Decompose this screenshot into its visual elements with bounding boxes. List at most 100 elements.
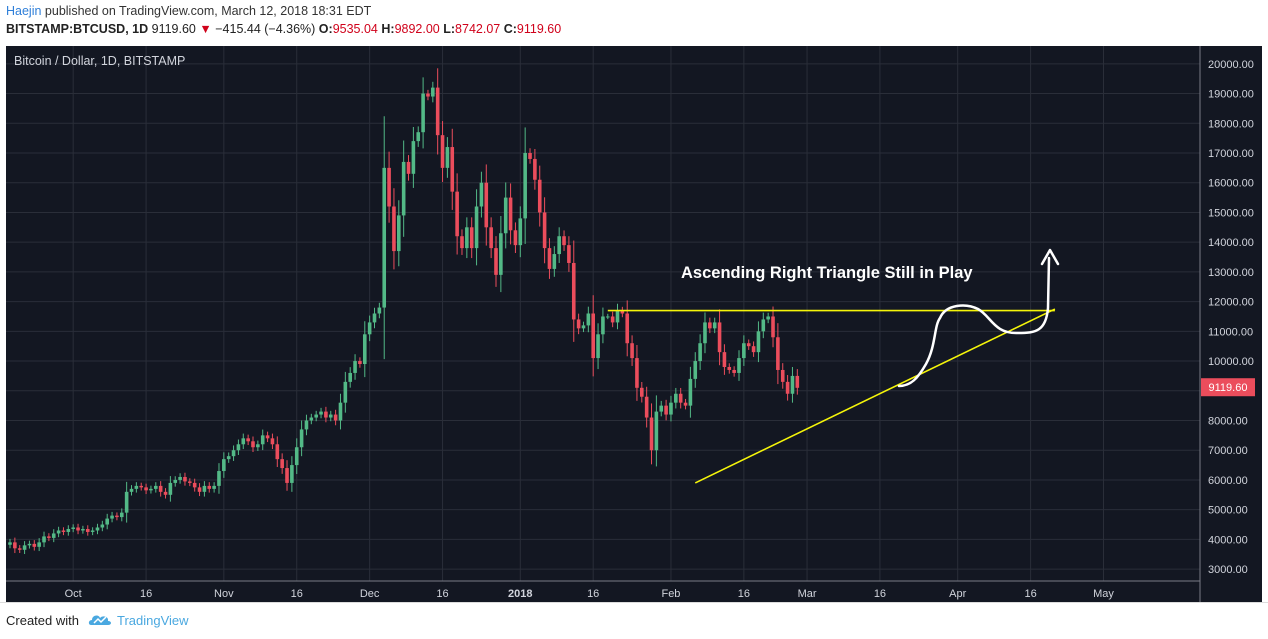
x-tick-label: May xyxy=(1093,588,1114,600)
candle-body xyxy=(265,435,270,439)
candle-body xyxy=(411,141,416,174)
author-link[interactable]: Haejin xyxy=(6,4,42,18)
candle-body xyxy=(630,343,634,359)
candle-body xyxy=(290,465,294,483)
arrow-up-icon xyxy=(1040,248,1060,266)
candle-body xyxy=(324,411,328,418)
candle-body xyxy=(601,316,605,335)
candle-body xyxy=(445,147,450,168)
candle-body xyxy=(440,135,445,168)
candle-body xyxy=(270,438,275,445)
y-tick-label: 13000.00 xyxy=(1208,267,1254,279)
trendline[interactable] xyxy=(694,308,1056,484)
candle-body xyxy=(13,542,17,549)
y-tick-label: 15000.00 xyxy=(1208,207,1254,219)
candle-body xyxy=(513,230,518,246)
candle-body xyxy=(236,444,241,451)
y-tick-label: 10000.00 xyxy=(1208,356,1254,368)
candle-body xyxy=(742,343,746,359)
candle-body xyxy=(567,245,571,263)
created-with-label: Created with xyxy=(6,613,79,628)
candle-body xyxy=(737,358,741,373)
candle-body xyxy=(367,322,372,335)
low-value: 8742.07 xyxy=(455,22,501,36)
candle-body xyxy=(644,396,649,418)
candle-body xyxy=(581,325,586,329)
y-tick-label: 14000.00 xyxy=(1208,237,1254,249)
candle-body xyxy=(192,482,197,488)
open-value: 9535.04 xyxy=(332,22,378,36)
price-axis[interactable]: 20000.00 19000.00 18000.00 17000.00 16000.00… xyxy=(1208,59,1254,576)
candle-body xyxy=(460,236,464,249)
candle-body xyxy=(260,435,265,445)
x-tick-label: 16 xyxy=(587,588,599,600)
candle-body xyxy=(499,233,503,275)
y-tick-label: 11000.00 xyxy=(1208,326,1253,338)
candle-body xyxy=(134,485,139,489)
candle-body xyxy=(76,527,80,531)
candle-body xyxy=(17,548,22,550)
chart-header: Haejin published on TradingView.com, Mar… xyxy=(0,0,1268,46)
candle-body xyxy=(392,206,396,252)
candle-body xyxy=(484,182,489,228)
candle-body xyxy=(537,179,542,213)
x-tick-label: 16 xyxy=(738,588,750,600)
candle-body xyxy=(508,197,513,231)
projected-path-drawing[interactable] xyxy=(897,256,1051,388)
candle-body xyxy=(95,527,100,531)
candle-body xyxy=(348,372,352,382)
candle-body xyxy=(226,456,231,460)
tradingview-brand[interactable]: TradingView xyxy=(117,613,189,628)
y-tick-label: 6000.00 xyxy=(1208,475,1248,487)
candle-body xyxy=(528,153,532,159)
y-tick-label: 20000.00 xyxy=(1208,59,1254,71)
candle-body xyxy=(241,438,246,445)
candle-body xyxy=(698,343,702,362)
x-tick-label: 16 xyxy=(1024,588,1036,600)
chart-area[interactable]: Bitcoin / Dollar, 1D, BITSTAMP Ascending… xyxy=(6,46,1262,602)
candle-body xyxy=(119,512,124,518)
candle-body xyxy=(790,375,795,394)
candle-body xyxy=(455,191,459,237)
time-axis[interactable]: Oct 16 Nov 16 Dec 16 2018 16 Feb 16 Mar 16 Apr 16 May xyxy=(65,588,1115,600)
candle-body xyxy=(212,485,216,489)
candle-body xyxy=(596,334,600,359)
candle-body xyxy=(503,197,508,234)
candle-body xyxy=(202,485,207,492)
candle-body xyxy=(552,254,557,269)
candle-body xyxy=(693,361,698,379)
candle-body xyxy=(207,485,212,489)
candle-body xyxy=(635,358,639,388)
candle-body xyxy=(664,405,668,415)
candle-body xyxy=(32,543,37,547)
x-tick-label: Oct xyxy=(65,588,82,600)
candle-body xyxy=(659,405,664,412)
x-tick-label: Mar xyxy=(798,588,817,600)
y-tick-label: 17000.00 xyxy=(1208,148,1254,160)
candlestick-chart[interactable]: Bitcoin / Dollar, 1D, BITSTAMP Ascending… xyxy=(6,46,1262,602)
candle-body xyxy=(776,337,780,370)
candle-body xyxy=(100,524,105,528)
candle-body xyxy=(304,420,309,430)
candle-body xyxy=(222,459,226,472)
candle-body xyxy=(129,488,134,492)
price-change: −415.44 (−4.36%) xyxy=(215,22,316,36)
candle-body xyxy=(678,393,683,403)
close-value: 9119.60 xyxy=(516,22,562,36)
candle-body xyxy=(149,488,153,491)
x-tick-label: Dec xyxy=(360,588,380,600)
candle-body xyxy=(610,316,615,323)
candle-body xyxy=(795,375,800,388)
candle-body xyxy=(703,322,707,344)
candle-body xyxy=(173,479,178,483)
candle-body xyxy=(246,438,250,442)
candle-body xyxy=(431,87,435,97)
candle-body xyxy=(717,322,722,353)
y-tick-label: 12000.00 xyxy=(1208,297,1254,309)
candle-body xyxy=(275,444,280,460)
candle-body xyxy=(751,346,756,353)
candle-body xyxy=(416,132,421,142)
candle-body xyxy=(71,527,75,529)
candle-body xyxy=(586,313,591,326)
y-tick-label: 7000.00 xyxy=(1208,445,1248,457)
